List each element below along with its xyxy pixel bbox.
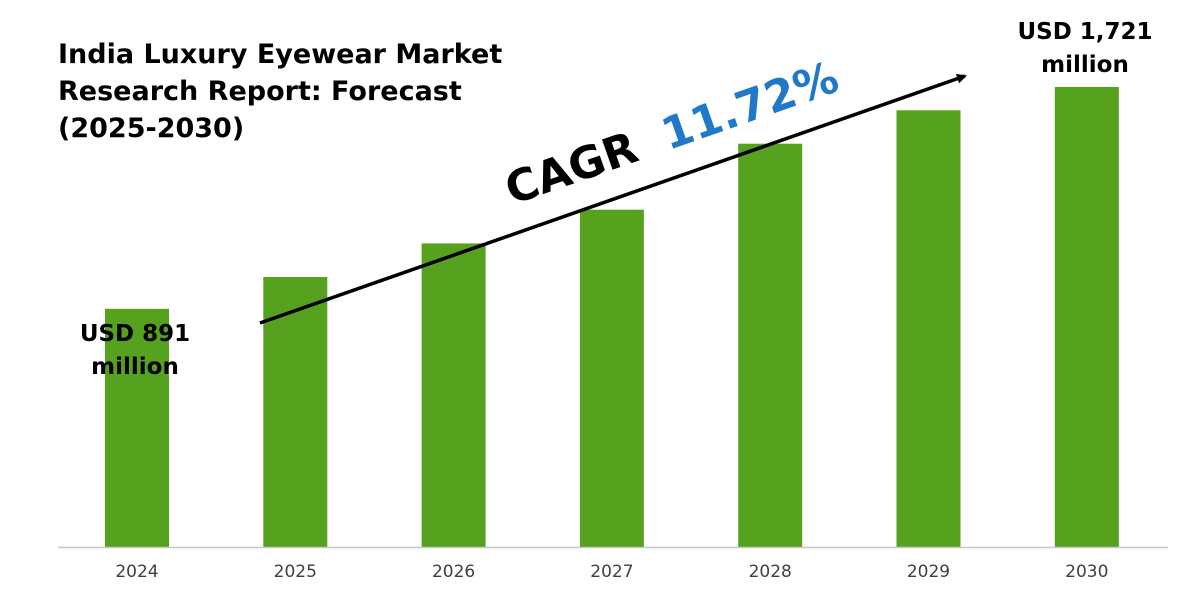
bars-layer [105,87,1119,548]
bar-2026 [421,243,486,547]
bar-2028 [738,143,803,547]
title-line-2: Research Report: Forecast [58,76,462,107]
bar-2030 [1054,87,1119,547]
end-value-callout: USD 1,721 million [1000,16,1170,82]
x-tick-labels: 2024 2025 2026 2027 2028 2029 2030 [115,562,1108,582]
cagr-label: CAGR [499,122,645,215]
cagr-arrow [259,73,967,325]
end-value-line1: USD 1,721 [1017,19,1153,45]
x-tick-label-2024: 2024 [115,562,158,582]
x-tick-label-2029: 2029 [907,562,950,582]
x-tick-label-2027: 2027 [590,562,633,582]
bar-2029 [896,110,961,548]
x-tick-label-2026: 2026 [432,562,475,582]
bar-2025 [263,277,328,547]
title-line-1: India Luxury Eyewear Market [58,39,503,70]
start-value-line2: million [91,354,179,380]
start-value-line1: USD 891 [79,321,191,347]
start-value-callout: USD 891 million [60,318,210,384]
chart-title: India Luxury Eyewear Market Research Rep… [58,36,518,147]
cagr-arrow-line [259,73,967,325]
bar-2024 [105,308,169,547]
end-value-line2: million [1041,52,1129,78]
x-tick-label-2028: 2028 [749,562,792,582]
bar-2027 [579,209,644,547]
x-tick-label-2030: 2030 [1065,562,1108,582]
title-line-3: (2025-2030) [58,113,245,144]
x-tick-label-2025: 2025 [274,562,317,582]
